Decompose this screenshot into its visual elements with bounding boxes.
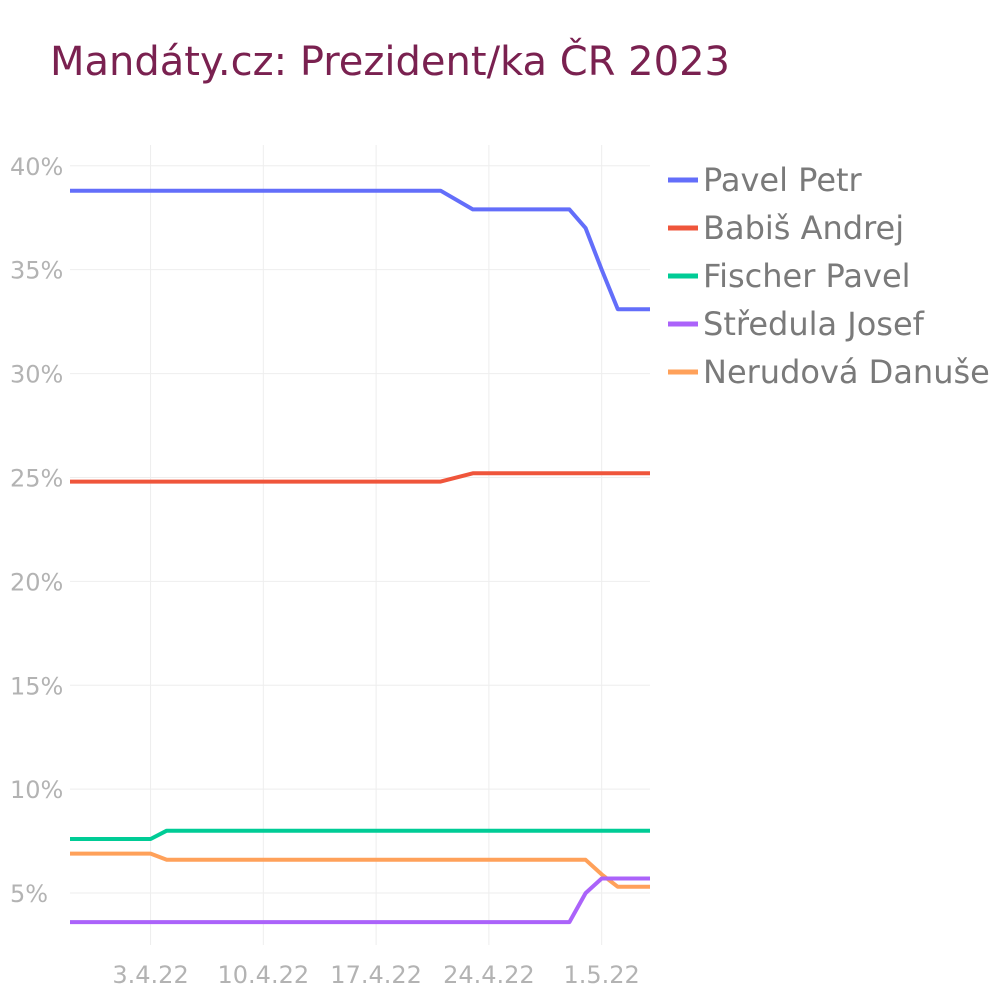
legend: Pavel Petr Babiš Andrej Fischer Pavel Střed… <box>668 161 990 391</box>
y-tick-label: 15% <box>10 672 63 700</box>
y-tick-label: 30% <box>10 361 63 389</box>
legend-label: Středula Josef <box>703 305 925 343</box>
y-tick-label: 5% <box>10 880 48 908</box>
chart-title: Mandáty.cz: Prezident/ka ČR 2023 <box>50 37 730 85</box>
legend-label: Babiš Andrej <box>703 209 904 247</box>
y-tick-label: 35% <box>10 257 63 285</box>
y-tick-label: 20% <box>10 568 63 596</box>
x-tick-label: 3.4.22 <box>112 961 188 989</box>
series-line-babis-andrej <box>70 471 650 484</box>
series-line-pavel-petr <box>70 188 650 312</box>
series-lines <box>70 188 650 925</box>
series-line-stredula-josef <box>70 876 650 925</box>
series-line-fischer-pavel <box>70 828 650 841</box>
x-tick-label: 24.4.22 <box>443 961 535 989</box>
legend-item-babis-andrej[interactable]: Babiš Andrej <box>668 209 904 247</box>
y-axis-ticks: 5% 10% 15% 20% 25% 30% 35% 40% <box>10 153 63 908</box>
legend-label: Nerudová Danuše <box>703 353 990 391</box>
legend-label: Pavel Petr <box>703 161 863 199</box>
legend-item-nerudova-danuse[interactable]: Nerudová Danuše <box>668 353 990 391</box>
x-axis-ticks: 3.4.22 10.4.22 17.4.22 24.4.22 1.5.22 <box>112 961 639 989</box>
grid <box>70 145 650 945</box>
y-tick-label: 25% <box>10 464 63 492</box>
series-line-nerudova-danuse <box>70 851 650 889</box>
y-tick-label: 10% <box>10 776 63 804</box>
x-tick-label: 10.4.22 <box>218 961 310 989</box>
legend-item-pavel-petr[interactable]: Pavel Petr <box>668 161 863 199</box>
y-tick-label: 40% <box>10 153 63 181</box>
x-tick-label: 1.5.22 <box>563 961 639 989</box>
legend-item-fischer-pavel[interactable]: Fischer Pavel <box>668 257 911 295</box>
legend-item-stredula-josef[interactable]: Středula Josef <box>668 305 925 343</box>
legend-label: Fischer Pavel <box>703 257 911 295</box>
x-tick-label: 17.4.22 <box>330 961 422 989</box>
